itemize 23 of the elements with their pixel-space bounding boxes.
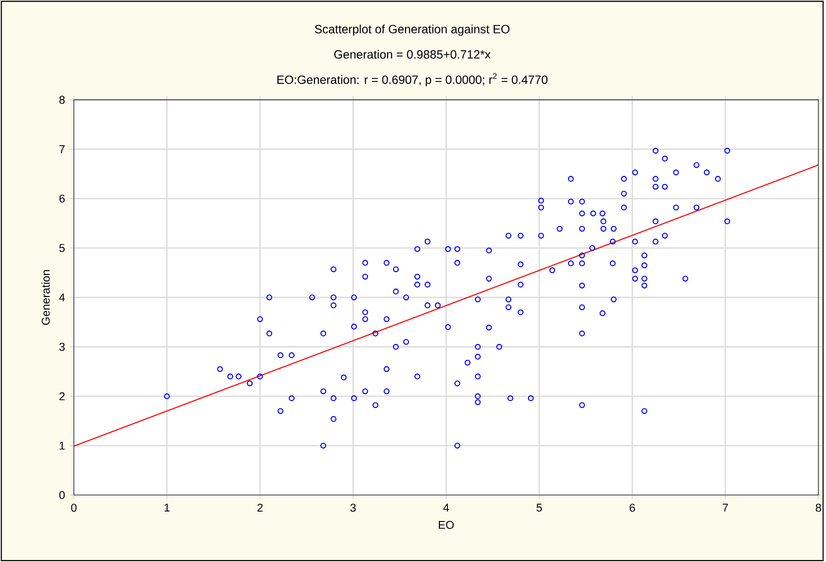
- y-tick-label: 3: [59, 342, 65, 351]
- x-tick-label: 0: [71, 504, 77, 512]
- y-tick-label: 6: [59, 194, 65, 203]
- x-tick-label: 2: [257, 504, 263, 512]
- y-tick-label: 1: [60, 442, 65, 450]
- chart-title: Scatterplot of Generation against EO: [314, 24, 510, 36]
- y-tick-label: 8: [59, 96, 65, 104]
- x-tick-label: 1: [164, 504, 170, 512]
- y-tick-label: 4: [59, 294, 65, 302]
- y-tick-label: 5: [59, 244, 65, 252]
- x-axis-title: EO: [438, 520, 454, 529]
- x-tick-label: 4: [443, 504, 449, 512]
- x-tick-label: 5: [536, 504, 542, 512]
- y-axis-title: Generation: [41, 270, 50, 325]
- y-tick-label: 0: [59, 491, 65, 500]
- y-tick-label: 7: [59, 145, 65, 154]
- x-tick-label: 8: [816, 504, 822, 512]
- x-tick-label: 7: [722, 504, 728, 512]
- x-tick-label: 3: [350, 504, 356, 512]
- chart-subtitle: Generation = 0.9885+0.712*x: [334, 50, 491, 59]
- x-tick-label: 6: [630, 504, 635, 512]
- y-tick-label: 2: [59, 392, 65, 400]
- text: EO:Generation: r = 0.6907, p = 0.0000; r$^{2}$ = 0.4770: [277, 73, 548, 86]
